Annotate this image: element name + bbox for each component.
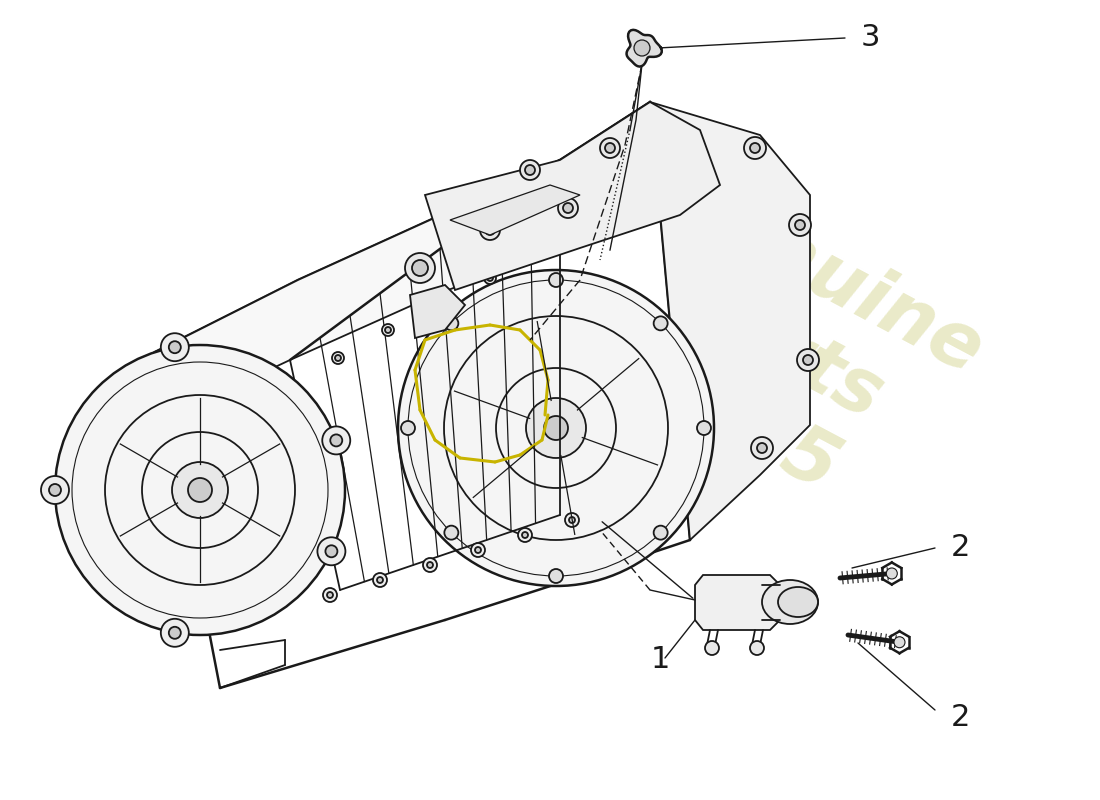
Text: GP: GP (493, 320, 747, 540)
Circle shape (558, 198, 578, 218)
Circle shape (894, 637, 905, 648)
Circle shape (427, 562, 433, 568)
Circle shape (526, 398, 586, 458)
Circle shape (50, 484, 60, 496)
Circle shape (332, 352, 344, 364)
Circle shape (744, 137, 766, 159)
Circle shape (750, 641, 764, 655)
Circle shape (634, 40, 650, 56)
Circle shape (475, 547, 481, 553)
Circle shape (751, 437, 773, 459)
Ellipse shape (778, 587, 818, 617)
Circle shape (412, 260, 428, 276)
Circle shape (525, 165, 535, 175)
Circle shape (41, 476, 69, 504)
Circle shape (161, 618, 189, 646)
Circle shape (437, 301, 443, 307)
Circle shape (605, 143, 615, 153)
Polygon shape (410, 285, 465, 338)
Circle shape (798, 349, 820, 371)
Circle shape (434, 298, 446, 310)
Circle shape (569, 517, 575, 523)
Circle shape (600, 138, 620, 158)
Circle shape (653, 316, 668, 330)
Circle shape (330, 434, 342, 446)
Circle shape (168, 626, 180, 638)
Circle shape (471, 543, 485, 557)
Circle shape (377, 577, 383, 583)
Polygon shape (450, 185, 580, 235)
Circle shape (402, 421, 415, 435)
Ellipse shape (762, 580, 818, 624)
Circle shape (544, 416, 568, 440)
Circle shape (565, 513, 579, 527)
Circle shape (188, 478, 212, 502)
Circle shape (705, 641, 719, 655)
Circle shape (168, 342, 180, 354)
Circle shape (487, 275, 493, 281)
Circle shape (161, 334, 189, 362)
Circle shape (750, 143, 760, 153)
Text: 2: 2 (950, 703, 970, 733)
Circle shape (582, 225, 588, 231)
Text: 2: 2 (950, 534, 970, 562)
Circle shape (537, 249, 543, 255)
Circle shape (323, 588, 337, 602)
Polygon shape (627, 30, 662, 66)
Circle shape (522, 532, 528, 538)
Circle shape (697, 421, 711, 435)
Circle shape (326, 546, 338, 558)
Circle shape (803, 355, 813, 365)
Circle shape (887, 568, 898, 579)
Circle shape (385, 327, 390, 333)
Circle shape (485, 225, 495, 235)
Circle shape (405, 253, 435, 283)
Circle shape (579, 222, 591, 234)
Circle shape (653, 526, 668, 540)
Circle shape (563, 203, 573, 213)
Text: 3: 3 (860, 23, 880, 53)
Circle shape (318, 538, 345, 566)
Circle shape (322, 426, 350, 454)
Circle shape (336, 355, 341, 361)
Circle shape (480, 220, 501, 240)
Circle shape (789, 214, 811, 236)
Circle shape (520, 160, 540, 180)
Circle shape (549, 569, 563, 583)
Circle shape (444, 526, 459, 540)
Circle shape (484, 272, 496, 284)
Polygon shape (650, 102, 810, 540)
Circle shape (172, 462, 228, 518)
Text: 1: 1 (650, 646, 670, 674)
Circle shape (382, 324, 394, 336)
Circle shape (795, 220, 805, 230)
Circle shape (398, 270, 714, 586)
Circle shape (757, 443, 767, 453)
Circle shape (549, 273, 563, 287)
Circle shape (55, 345, 345, 635)
Circle shape (373, 573, 387, 587)
Text: Genuine
Parts
1985: Genuine Parts 1985 (565, 158, 994, 542)
Circle shape (327, 592, 333, 598)
Circle shape (444, 316, 459, 330)
Circle shape (534, 246, 546, 258)
Circle shape (424, 558, 437, 572)
Polygon shape (155, 102, 720, 400)
Polygon shape (695, 575, 780, 630)
Polygon shape (425, 102, 720, 290)
Circle shape (518, 528, 532, 542)
